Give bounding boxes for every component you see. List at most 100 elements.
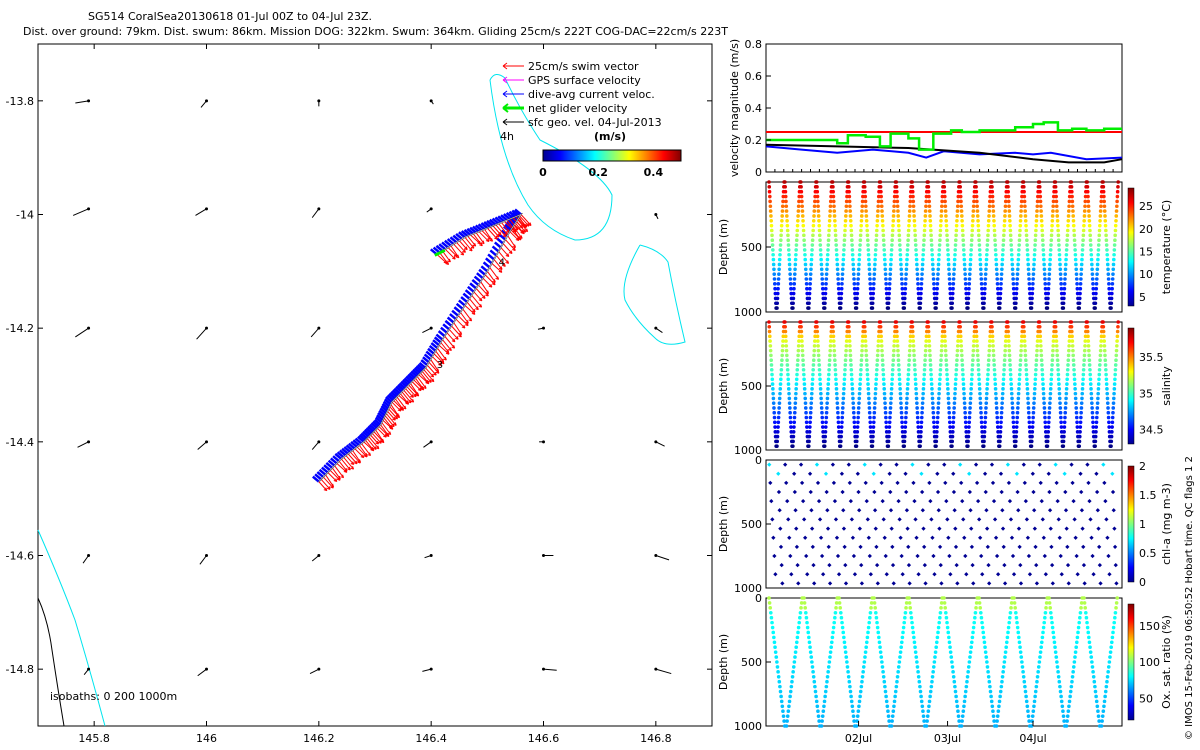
profile-point	[793, 396, 798, 401]
profile-point	[1105, 248, 1109, 252]
profile-point	[1010, 406, 1015, 410]
profile-point	[805, 425, 809, 429]
swim-vector-head	[489, 238, 493, 242]
profile-point	[767, 185, 772, 189]
profile-point	[995, 714, 1000, 718]
profile-point	[959, 199, 963, 204]
chla-point	[1114, 581, 1119, 586]
profile-point	[985, 665, 990, 669]
section-colorbar	[1127, 603, 1135, 721]
swim-vector	[401, 391, 412, 404]
profile-point	[989, 320, 994, 324]
profile-point	[897, 660, 902, 664]
profile-point	[1034, 228, 1038, 233]
dac-vector	[345, 444, 354, 452]
profile-point	[803, 257, 808, 262]
profile-point	[1088, 243, 1093, 247]
chla-point	[935, 471, 940, 476]
profile-point	[969, 377, 974, 382]
profile-point	[793, 267, 797, 272]
profile-point	[1114, 214, 1119, 218]
profile-point	[1102, 344, 1107, 348]
chla-point	[859, 581, 865, 586]
profile-point	[860, 348, 864, 353]
profile-point	[873, 252, 878, 257]
profile-point	[809, 262, 814, 267]
profile-point	[1048, 262, 1052, 267]
profile-point	[912, 363, 917, 367]
profile-point	[1071, 358, 1076, 363]
profile-point	[1106, 277, 1111, 281]
profile-point	[1022, 334, 1027, 339]
profile-point	[769, 228, 774, 233]
swim-vector	[453, 243, 465, 256]
profile-point	[850, 704, 855, 709]
profile-point	[930, 396, 935, 401]
dac-vector	[463, 228, 472, 236]
profile-point	[890, 719, 894, 723]
profile-point	[1063, 272, 1068, 276]
profile-point	[1014, 610, 1018, 615]
profile-point	[897, 367, 901, 372]
dac-vector	[427, 347, 435, 355]
profile-point	[994, 257, 998, 262]
profile-point	[966, 439, 970, 444]
chla-point	[1091, 572, 1096, 577]
watermark: © IMOS 15-Feb-2019 06:50:52 Hobart time.…	[1184, 456, 1195, 740]
profile-point	[1112, 620, 1117, 625]
profile-point	[987, 679, 992, 684]
profile-point	[880, 348, 884, 353]
profile-point	[874, 615, 879, 620]
chla-point	[929, 517, 934, 522]
profile-point	[919, 282, 924, 286]
profile-point	[1023, 344, 1027, 348]
profile-point	[915, 660, 919, 664]
profile-point	[1103, 694, 1107, 699]
profile-point	[1006, 199, 1011, 204]
swim-vector-head	[498, 266, 503, 270]
profile-point	[890, 367, 895, 372]
dac-vector	[473, 275, 482, 283]
profile-point	[884, 282, 888, 286]
profile-point	[881, 238, 886, 242]
profile-point	[1085, 329, 1090, 334]
profile-point	[922, 233, 927, 238]
profile-point	[799, 329, 804, 334]
profile-point	[894, 684, 899, 689]
profile-point	[1031, 420, 1035, 425]
profile-point	[987, 214, 991, 218]
profile-point	[1033, 382, 1037, 386]
profile-point	[825, 267, 829, 272]
profile-point	[952, 410, 956, 415]
profile-point	[1022, 189, 1026, 194]
swim-vector	[376, 427, 387, 438]
chla-point	[847, 480, 852, 485]
profile-point	[883, 689, 888, 694]
profile-point	[852, 415, 856, 420]
profile-point	[1096, 387, 1101, 391]
profile-point	[990, 704, 995, 709]
profile-point	[792, 410, 797, 415]
profile-point	[827, 233, 831, 238]
chla-point	[922, 563, 927, 568]
profile-point	[835, 396, 839, 401]
profile-point	[794, 252, 798, 257]
profile-point	[1036, 670, 1040, 674]
profile-point	[919, 277, 924, 281]
dac-vector	[437, 330, 446, 338]
profile-point	[930, 679, 934, 684]
profile-point	[792, 277, 797, 281]
geo-vector-head	[654, 213, 658, 216]
profile-point	[883, 401, 887, 405]
profile-point	[974, 334, 979, 339]
profile-point	[1042, 410, 1047, 415]
geo-vector-shaft	[422, 668, 432, 672]
profile-point	[1070, 344, 1075, 348]
profile-point	[811, 367, 815, 372]
profile-point	[780, 704, 785, 709]
profile-point	[1098, 214, 1103, 218]
profile-point	[937, 620, 942, 625]
profile-point	[971, 214, 975, 218]
profile-point	[1006, 189, 1010, 194]
